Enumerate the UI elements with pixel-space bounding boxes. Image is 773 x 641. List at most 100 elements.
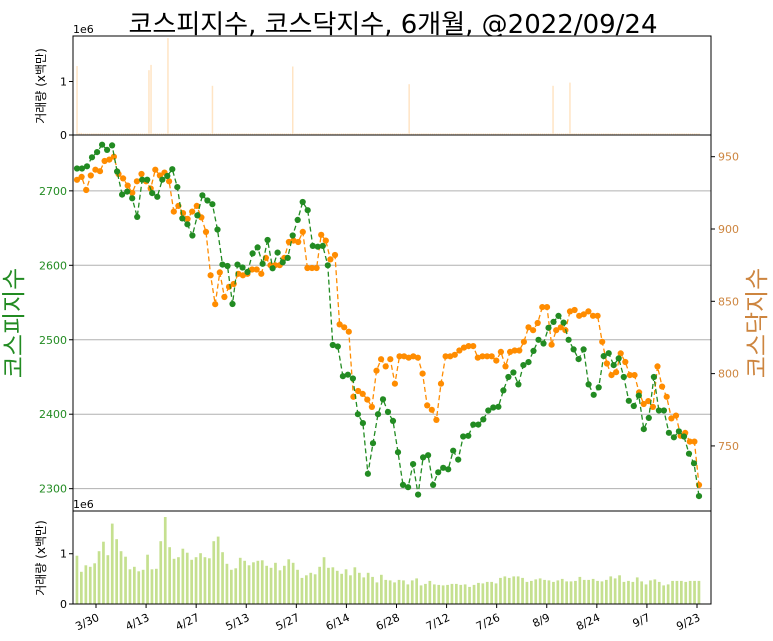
kosdaq-point <box>414 354 421 361</box>
volume-bar <box>459 584 463 604</box>
volume-bar <box>388 580 392 604</box>
kospi-point <box>114 168 121 175</box>
volume-bar <box>78 132 80 135</box>
kospi-point <box>645 414 652 421</box>
volume-bar <box>114 133 116 135</box>
volume-bar <box>313 133 315 135</box>
volume-bar <box>499 133 501 135</box>
kospi-point <box>675 428 683 435</box>
volume-bar <box>493 133 495 135</box>
kospi-point <box>495 403 502 410</box>
kosdaq-point <box>640 400 647 408</box>
volume-bar <box>334 133 336 135</box>
volume-bar <box>122 133 125 135</box>
volume-bar <box>353 567 357 604</box>
volume-bar <box>285 133 288 135</box>
volume-bar <box>412 133 415 135</box>
kosdaq-point <box>451 351 458 358</box>
volume-bar <box>208 558 211 604</box>
kospi-point <box>510 369 517 376</box>
kosdaq-point <box>442 353 449 360</box>
volume-bar <box>603 133 605 135</box>
volume-bar <box>387 133 389 135</box>
volume-bar <box>347 133 349 135</box>
kosdaq-point <box>456 347 463 354</box>
volume-bar <box>249 133 252 135</box>
volume-bar <box>150 64 152 135</box>
kospi-point <box>279 259 286 266</box>
kosdaq-point <box>516 347 523 354</box>
volume-bar <box>234 133 237 135</box>
volume-bar <box>416 133 419 135</box>
volume-bar <box>461 133 463 135</box>
volume-bar <box>684 581 688 604</box>
kospi-point <box>199 192 206 199</box>
volume-bar <box>463 584 467 604</box>
volume-bar <box>569 82 571 135</box>
volume-bar <box>494 583 498 604</box>
volume-bar <box>232 133 235 135</box>
volume-bar <box>76 66 78 135</box>
volume-bar <box>230 133 233 135</box>
volume-bar <box>237 133 239 135</box>
volume-bar <box>168 547 171 604</box>
volume-bar <box>298 133 300 135</box>
volume-bar <box>618 575 621 604</box>
kospi-point <box>680 433 688 440</box>
volume-bar <box>247 565 251 604</box>
volume-bar <box>512 576 516 604</box>
kospi-point <box>269 265 276 272</box>
volume-bar <box>651 133 654 135</box>
date-x-ticks: 3/30 4/13 4/27 5/13 5/27 6/14 6/28 7/12 7/26 8/9 8… <box>73 604 702 633</box>
kosdaq-point <box>502 363 509 370</box>
right-tick-label: 950 <box>718 151 739 164</box>
kospi-point <box>379 396 387 403</box>
volume-bar <box>332 133 334 135</box>
volume-bar <box>335 570 339 604</box>
kosdaq-point <box>668 415 675 422</box>
volume-bar <box>355 133 357 135</box>
kosdaq-volume-ylabel: 거래량 (x백만) <box>34 520 48 595</box>
volume-bar <box>336 133 338 135</box>
volume-bar <box>167 38 169 135</box>
volume-bar <box>605 579 608 604</box>
volume-bar <box>433 584 436 604</box>
volume-bar <box>133 566 136 604</box>
volume-bar <box>155 568 158 604</box>
volume-bar <box>366 133 368 135</box>
right-tick-label: 800 <box>718 368 739 381</box>
volume-bar <box>438 133 440 135</box>
kospi-point <box>314 243 321 250</box>
volume-bar <box>252 562 255 604</box>
volume-bar <box>158 133 161 135</box>
volume-bar <box>141 569 145 604</box>
volume-bar <box>366 572 370 604</box>
volume-bar <box>230 569 233 604</box>
kospi-point <box>615 355 622 362</box>
volume-bar <box>615 133 618 135</box>
kospi-point <box>229 300 236 308</box>
volume-bar <box>245 133 247 135</box>
volume-bar <box>224 133 226 135</box>
volume-bar <box>424 583 427 604</box>
volume-bar <box>169 133 171 135</box>
kosdaq-point <box>345 328 352 335</box>
volume-bar <box>671 580 674 604</box>
volume-bar <box>600 581 604 604</box>
kospi-point <box>194 212 201 219</box>
volume-bar <box>287 559 291 604</box>
volume-bar <box>452 133 455 135</box>
kospi-point <box>580 346 587 353</box>
volume-bar <box>309 133 311 135</box>
kosdaq-point <box>368 403 375 410</box>
volume-bar <box>591 578 595 604</box>
x-tick-label: 9/7 <box>631 611 653 630</box>
volume-bar <box>203 557 207 604</box>
kospi-point <box>119 191 126 198</box>
kosdaq-point <box>359 390 366 397</box>
kosdaq-point <box>613 369 620 376</box>
kospi-point <box>530 347 537 354</box>
volume-bar <box>186 133 188 135</box>
kosdaq-point <box>433 416 440 423</box>
volume-bar <box>296 569 299 604</box>
